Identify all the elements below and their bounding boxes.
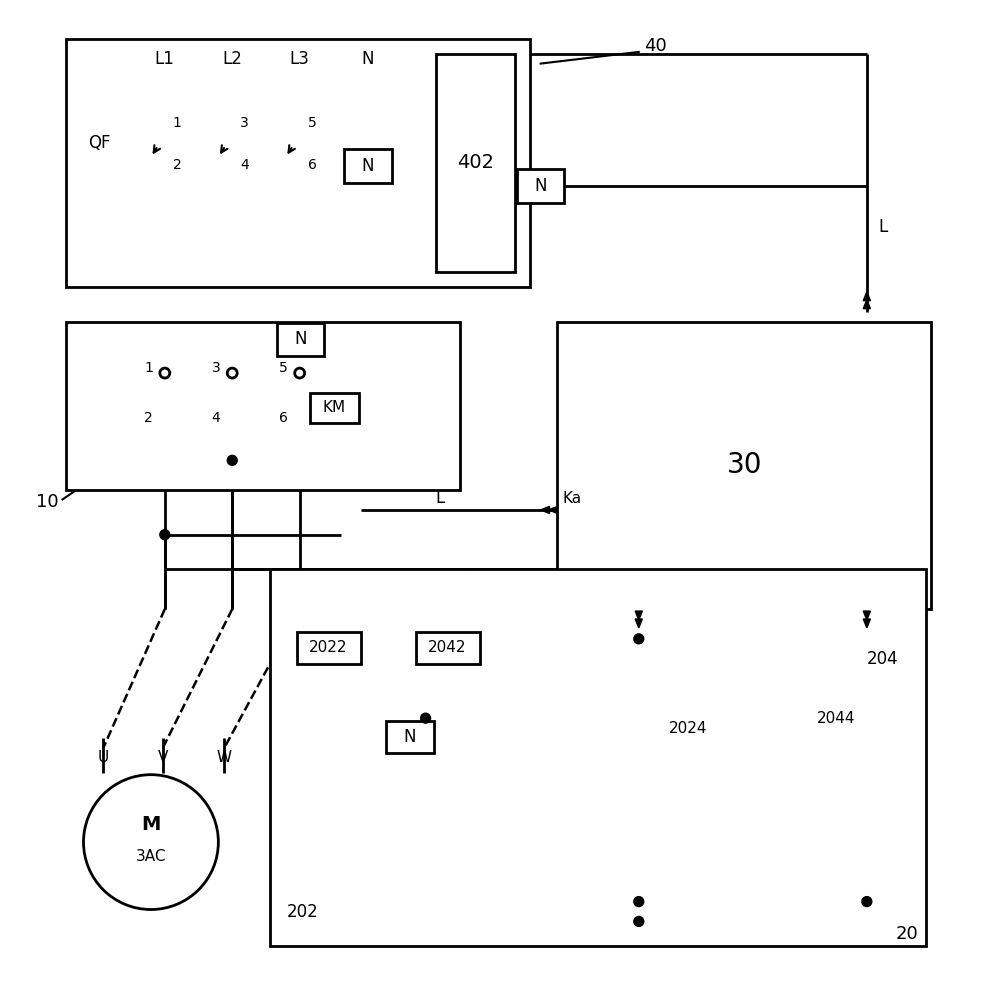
Bar: [277, 323, 325, 356]
Text: N: N: [294, 330, 307, 348]
Text: 204: 204: [867, 650, 899, 668]
Text: U: U: [98, 750, 109, 765]
Text: 3: 3: [241, 116, 248, 130]
Text: QF: QF: [88, 134, 111, 152]
Text: L: L: [879, 218, 888, 236]
Text: L3: L3: [290, 50, 310, 68]
Text: 2022: 2022: [309, 640, 347, 655]
Circle shape: [634, 916, 644, 926]
Text: L: L: [436, 489, 446, 507]
Text: 2: 2: [172, 158, 181, 172]
Bar: [297, 632, 361, 664]
Text: 1: 1: [172, 116, 181, 130]
Polygon shape: [863, 292, 870, 301]
Text: 2024: 2024: [668, 721, 707, 736]
Text: L1: L1: [154, 50, 175, 68]
Bar: [270, 569, 927, 946]
Polygon shape: [541, 506, 549, 513]
Text: 3AC: 3AC: [136, 849, 166, 864]
Bar: [345, 149, 392, 183]
Text: 10: 10: [36, 493, 58, 511]
Text: 5: 5: [279, 361, 288, 375]
Bar: [65, 39, 530, 287]
Bar: [310, 393, 359, 423]
Bar: [416, 632, 480, 664]
Text: Ka: Ka: [562, 491, 581, 506]
Polygon shape: [548, 506, 557, 513]
Polygon shape: [863, 619, 870, 628]
Text: 2: 2: [145, 411, 152, 425]
Text: N: N: [404, 728, 416, 746]
Polygon shape: [863, 611, 870, 620]
Text: N: N: [361, 50, 374, 68]
Text: 4: 4: [241, 158, 248, 172]
Text: N: N: [535, 177, 546, 195]
Text: 40: 40: [644, 37, 666, 55]
Circle shape: [634, 897, 644, 907]
Text: 402: 402: [456, 153, 494, 172]
Circle shape: [862, 897, 872, 907]
Text: 20: 20: [896, 925, 919, 943]
Text: KM: KM: [323, 400, 346, 415]
Text: N: N: [361, 157, 374, 175]
Polygon shape: [863, 300, 870, 309]
Circle shape: [159, 530, 169, 540]
Text: 1: 1: [144, 361, 152, 375]
Text: 4: 4: [212, 411, 221, 425]
Polygon shape: [636, 611, 643, 620]
Text: 3: 3: [212, 361, 221, 375]
Text: 6: 6: [308, 158, 317, 172]
Polygon shape: [636, 619, 643, 628]
Text: M: M: [142, 815, 160, 834]
Circle shape: [634, 634, 644, 644]
Text: 2042: 2042: [428, 640, 466, 655]
Bar: [436, 54, 515, 272]
Text: 5: 5: [308, 116, 317, 130]
Text: 6: 6: [279, 411, 288, 425]
Text: L2: L2: [223, 50, 243, 68]
Bar: [517, 169, 564, 203]
Bar: [65, 322, 460, 490]
Circle shape: [228, 455, 238, 465]
Circle shape: [421, 713, 431, 723]
Text: 30: 30: [727, 451, 762, 479]
Text: 202: 202: [287, 903, 319, 921]
Text: V: V: [157, 750, 168, 765]
Text: W: W: [217, 750, 232, 765]
Bar: [557, 322, 932, 609]
Text: 2044: 2044: [818, 711, 855, 726]
Bar: [386, 721, 434, 753]
